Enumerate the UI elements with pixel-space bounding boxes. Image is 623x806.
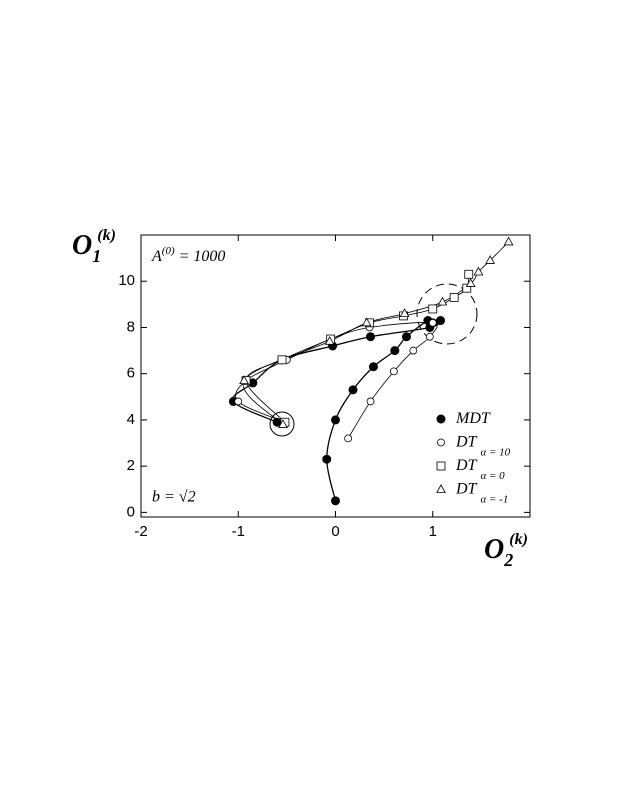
point xyxy=(437,296,448,306)
trajectory xyxy=(242,241,509,425)
point xyxy=(368,362,378,372)
legend-name: MDT xyxy=(455,410,491,427)
x-tick-label: -2 xyxy=(134,523,147,540)
annotation-a-base: A xyxy=(151,248,162,265)
y-tick-label: 10 xyxy=(118,272,135,289)
x-axis-label: O2 (k) xyxy=(484,531,528,570)
y-tick-label: 0 xyxy=(127,503,135,520)
point xyxy=(239,375,249,385)
legend-marker xyxy=(436,461,446,471)
x-label-base: O xyxy=(484,534,504,565)
legend-subscript: α = -1 xyxy=(480,493,508,505)
legend-marker xyxy=(436,414,446,424)
y-tick-label: 6 xyxy=(127,365,135,382)
point xyxy=(401,332,411,342)
point xyxy=(348,385,358,395)
annotation-a-rest: = 1000 xyxy=(179,248,226,265)
point xyxy=(361,317,372,327)
point xyxy=(272,417,282,427)
point xyxy=(390,346,400,356)
point xyxy=(389,367,398,376)
y-tick-label: 8 xyxy=(127,318,135,335)
point xyxy=(399,308,410,317)
x-tick-label: 1 xyxy=(429,523,437,540)
x-label-sup: (k) xyxy=(509,531,528,548)
point xyxy=(366,397,375,406)
point xyxy=(277,355,287,365)
highlight-dashed-circle xyxy=(416,283,478,345)
point xyxy=(503,236,514,246)
legend-label: DTα = -1 xyxy=(455,480,508,505)
y-label-sub: 1 xyxy=(92,246,101,266)
highlight-circle xyxy=(269,411,295,437)
point xyxy=(234,397,243,406)
point xyxy=(331,496,340,506)
point xyxy=(248,378,258,388)
y-tick-label: 4 xyxy=(127,411,135,428)
legend-label: MDT xyxy=(455,410,491,427)
y-label-sup: (k) xyxy=(97,227,116,244)
point xyxy=(366,332,376,342)
trajectory xyxy=(245,274,470,423)
point xyxy=(344,434,353,443)
legend-label: DTα = 10 xyxy=(455,433,511,458)
annotation-a-sup: (0) xyxy=(162,245,175,257)
annotation-a: A(0) = 1000 xyxy=(151,245,225,265)
annotation-b: b = √2 xyxy=(152,489,196,506)
y-label-base: O xyxy=(72,230,92,261)
point xyxy=(462,283,472,293)
point xyxy=(324,336,335,345)
legend-marker xyxy=(436,484,446,493)
x-tick-label: 0 xyxy=(331,523,339,540)
point xyxy=(473,266,484,276)
point xyxy=(331,415,340,425)
point xyxy=(465,278,476,287)
legend-name: DT xyxy=(455,433,478,450)
x-label-sub: 2 xyxy=(503,550,513,570)
point xyxy=(428,318,437,327)
point xyxy=(464,269,474,279)
point xyxy=(485,255,496,264)
point xyxy=(436,316,446,326)
legend-subscript: α = 0 xyxy=(480,470,505,482)
legend-subscript: α = 10 xyxy=(480,446,510,458)
point xyxy=(428,304,438,314)
y-axis-label: O1 (k) xyxy=(72,227,116,266)
legend-label: DTα = 0 xyxy=(455,457,505,482)
point xyxy=(409,346,418,355)
y-tick-label: 2 xyxy=(127,457,135,474)
point xyxy=(278,419,288,428)
point xyxy=(425,332,434,341)
point xyxy=(322,454,332,464)
legend-name: DT xyxy=(455,480,478,497)
point xyxy=(449,293,459,302)
legend-marker xyxy=(437,438,445,447)
legend-name: DT xyxy=(455,457,478,474)
x-tick-label: -1 xyxy=(232,523,245,540)
